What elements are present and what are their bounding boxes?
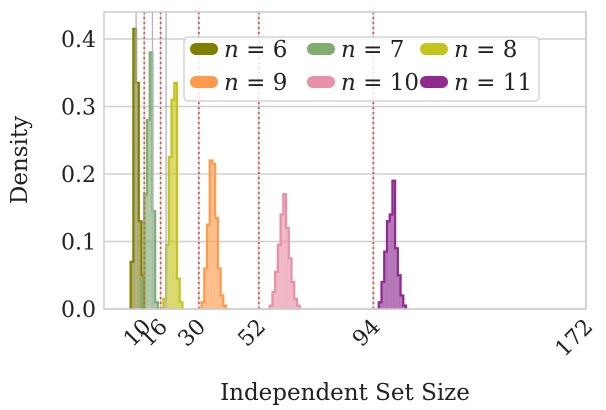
legend-swatch [420, 43, 448, 55]
legend-swatch [307, 76, 335, 88]
histogram-bar [389, 214, 393, 309]
legend-box [183, 36, 540, 102]
legend-swatch [190, 43, 218, 55]
histogram-bar [384, 251, 387, 309]
histogram-bar [168, 157, 172, 309]
series-11 [377, 179, 408, 309]
legend-item: n = 11 [420, 70, 532, 96]
x-tick-label: 94 [348, 315, 385, 352]
histogram-bar [381, 282, 385, 309]
histogram-bar [288, 258, 292, 309]
histogram-bar [294, 298, 297, 309]
histogram-bar [400, 295, 404, 309]
histogram-bar [130, 261, 134, 309]
histogram-bar [223, 305, 227, 309]
x-tick-label: 52 [234, 315, 271, 352]
legend-swatch [420, 76, 448, 88]
series-outline [129, 27, 146, 309]
histogram-bar [146, 120, 150, 309]
histogram-bar [220, 295, 224, 309]
histogram-bar [171, 99, 175, 309]
histogram-bar [275, 271, 278, 309]
histogram-bar [296, 305, 300, 309]
histogram-bar [283, 194, 287, 309]
histogram-bar [206, 224, 210, 309]
legend-swatch [307, 43, 335, 55]
legend-label: n = 9 [224, 70, 287, 96]
histogram-bar [291, 282, 295, 309]
histogram-bar [272, 292, 276, 309]
legend-item: n = 9 [190, 70, 287, 96]
legend: n = 6 n = 7 n = 8 n = 9 n = 10 n = 11 [183, 36, 540, 102]
reference-lines [135, 12, 375, 309]
histogram-bar [386, 221, 390, 309]
histogram-bar [138, 221, 142, 309]
histogram-bar [204, 268, 207, 309]
histogram-bar [378, 302, 382, 309]
histogram-bar [174, 82, 177, 309]
plot-frame [103, 11, 587, 310]
histogram-bar [155, 302, 158, 309]
y-tick-label: 0.1 [61, 231, 96, 256]
legend-swatch [190, 76, 218, 88]
series-10 [268, 193, 301, 309]
series-outline [268, 193, 301, 309]
legend-item: n = 7 [307, 37, 404, 63]
histogram-bar [403, 305, 407, 309]
series-7 [140, 51, 160, 309]
histogram-bar [141, 278, 145, 309]
histogram-bar [144, 194, 147, 309]
legend-item: n = 6 [190, 37, 287, 63]
histogram-bar [395, 248, 398, 309]
histogram-bar [209, 160, 213, 309]
x-tick-label: 30 [174, 315, 211, 352]
histogram-bar [286, 228, 289, 309]
histogram-bar [217, 268, 221, 309]
histogram-bar [397, 275, 401, 309]
x-tick-label: 172 [551, 315, 598, 362]
histogram-bar [133, 28, 137, 309]
histogram-bar [212, 163, 216, 309]
legend-label: n = 6 [224, 37, 287, 63]
histogram-bar [149, 52, 153, 309]
y-tick-label: 0.2 [61, 163, 96, 188]
series-outline [200, 159, 228, 309]
y-tick-label: 0.4 [61, 28, 96, 53]
histogram-bar [163, 298, 167, 309]
series-layer [129, 27, 408, 309]
legend-label: n = 11 [454, 70, 532, 96]
histogram-bar [269, 305, 273, 309]
x-axis-label: Independent Set Size [220, 380, 470, 406]
histogram-bar [392, 180, 396, 309]
histogram-bar [152, 211, 156, 309]
series-outline [140, 51, 160, 309]
y-axis-label: Density [7, 116, 33, 204]
series-outline [377, 179, 408, 309]
legend-label: n = 10 [341, 70, 419, 96]
y-ticks: 0.0 0.1 0.2 0.3 0.4 [61, 28, 96, 323]
histogram-bar [215, 217, 218, 309]
y-tick-label: 0.0 [61, 298, 96, 323]
legend-label: n = 7 [341, 37, 404, 63]
series-9 [200, 159, 228, 309]
histogram-bar [280, 214, 284, 309]
legend-label: n = 8 [454, 37, 517, 63]
legend-item: n = 8 [420, 37, 517, 63]
histogram-bar [277, 244, 281, 309]
histogram-bar [179, 302, 183, 309]
histogram-bar [176, 278, 180, 309]
series-6 [129, 27, 146, 309]
histogram-bar [166, 244, 169, 309]
legend-item: n = 10 [307, 70, 419, 96]
histogram-bar [136, 82, 139, 309]
y-tick-label: 0.3 [61, 96, 96, 121]
histogram-bar [201, 302, 205, 309]
